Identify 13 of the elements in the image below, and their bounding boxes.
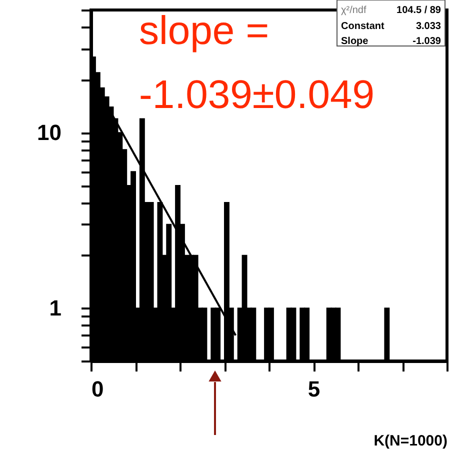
x-tick-label: 0 bbox=[92, 376, 104, 402]
annotation: -1.039 bbox=[412, 36, 442, 47]
annotation: χ²/ndf bbox=[341, 5, 366, 16]
annotation: 3.033 bbox=[416, 21, 442, 32]
annotation: slope = bbox=[139, 9, 270, 53]
y-tick-label: 10 bbox=[37, 120, 62, 146]
annotation: Constant bbox=[341, 21, 385, 32]
annotation: 104.5 / 89 bbox=[396, 5, 442, 16]
annotation: Slope bbox=[341, 36, 369, 47]
x-tick-label: 5 bbox=[308, 376, 320, 402]
x-axis-title: K(N=1000) bbox=[374, 432, 448, 450]
annotation: -1.039±0.049 bbox=[139, 73, 374, 117]
y-tick-label: 1 bbox=[49, 296, 62, 321]
